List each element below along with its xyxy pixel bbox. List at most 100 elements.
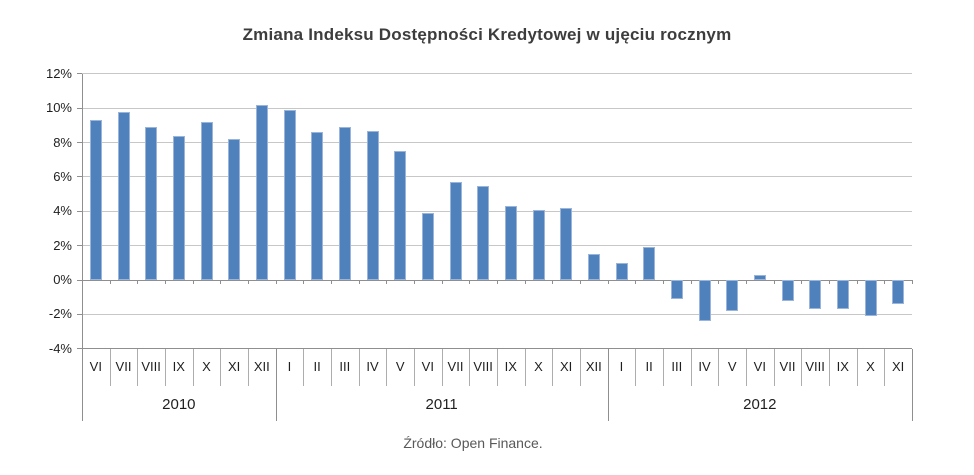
- bar-2011-I: [283, 110, 296, 280]
- month-label: VIII: [473, 359, 493, 374]
- y-axis-line: [82, 74, 83, 349]
- category-tick: [718, 280, 720, 284]
- month-separator: [109, 348, 111, 386]
- category-tick: [220, 280, 222, 284]
- bar-2012-III: [670, 280, 683, 299]
- category-tick: [275, 280, 277, 284]
- month-separator: [690, 348, 692, 386]
- bar-2011-XII: [587, 254, 600, 280]
- bar-2012-II: [643, 247, 656, 280]
- month-label: V: [395, 359, 405, 374]
- category-tick: [82, 280, 83, 284]
- y-axis-label: 6%: [53, 168, 72, 184]
- month-label: IX: [172, 359, 185, 374]
- y-axis-tick: [77, 73, 82, 75]
- y-axis-label: 8%: [53, 134, 72, 150]
- y-axis-tick: [77, 142, 82, 144]
- month-separator: [497, 348, 498, 386]
- month-separator: [303, 348, 305, 386]
- y-axis-tick: [77, 107, 82, 109]
- month-label: VI: [89, 359, 102, 374]
- month-label: VIII: [805, 359, 825, 374]
- month-label: I: [287, 359, 292, 374]
- category-tick: [663, 280, 664, 284]
- month-label: IX: [504, 359, 517, 374]
- month-label: VI: [421, 359, 434, 374]
- month-separator: [635, 348, 637, 386]
- month-label: XI: [228, 359, 241, 374]
- month-label: VIII: [141, 359, 161, 374]
- bar-2011-II: [311, 132, 324, 280]
- category-tick: [524, 280, 526, 284]
- y-axis-tick: [77, 348, 82, 350]
- category-tick: [856, 280, 858, 284]
- y-gridline: [82, 176, 912, 178]
- month-separator: [220, 348, 222, 386]
- year-label: 2012: [743, 396, 777, 413]
- month-label: V: [727, 359, 737, 374]
- month-separator: [386, 348, 388, 386]
- category-tick: [829, 280, 830, 284]
- month-separator: [137, 348, 139, 386]
- year-label: 2011: [425, 396, 458, 413]
- month-separator: [718, 348, 720, 386]
- category-tick: [414, 280, 415, 284]
- month-label: XII: [253, 359, 270, 374]
- category-tick: [773, 280, 775, 284]
- source-caption: Źródło: Open Finance.: [403, 435, 543, 451]
- bar-2010-VII: [117, 111, 130, 280]
- month-separator: [358, 348, 360, 386]
- category-tick: [248, 280, 249, 284]
- month-label: XI: [560, 359, 573, 374]
- bar-2012-IX: [836, 280, 849, 310]
- month-label: IV: [698, 359, 711, 374]
- bar-2012-IV: [698, 280, 711, 322]
- month-separator: [192, 348, 194, 386]
- bar-2010-VIII: [145, 127, 158, 280]
- month-label: IV: [366, 359, 379, 374]
- month-separator: [856, 348, 858, 386]
- month-label: VII: [447, 359, 464, 374]
- category-tick: [441, 280, 443, 284]
- month-separator: [165, 348, 166, 386]
- y-axis-tick: [77, 245, 82, 247]
- bar-2011-III: [338, 127, 351, 280]
- y-gridline: [82, 313, 912, 315]
- bar-2012-V: [726, 280, 739, 311]
- y-gridline: [82, 142, 912, 144]
- category-tick: [635, 280, 637, 284]
- month-separator: [552, 348, 554, 386]
- bar-2011-IV: [366, 130, 379, 280]
- bar-2012-XI: [892, 280, 905, 305]
- category-tick: [109, 280, 111, 284]
- category-tick: [607, 280, 609, 284]
- month-separator: [663, 348, 664, 386]
- month-label: IX: [836, 359, 849, 374]
- bar-2011-X: [532, 209, 545, 280]
- category-tick: [165, 280, 166, 284]
- category-tick: [580, 280, 581, 284]
- y-gridline: [82, 107, 912, 109]
- month-label: III: [339, 359, 351, 374]
- bar-2012-I: [615, 262, 628, 280]
- category-tick: [690, 280, 692, 284]
- month-label: X: [866, 359, 875, 374]
- bar-2010-XI: [228, 139, 241, 280]
- month-separator: [524, 348, 526, 386]
- y-axis-label: 12%: [45, 65, 72, 81]
- month-separator: [469, 348, 471, 386]
- category-tick: [884, 280, 886, 284]
- y-axis-label: 0%: [53, 272, 72, 287]
- month-label: X: [202, 359, 211, 374]
- month-label: I: [619, 359, 624, 374]
- month-label: XII: [585, 359, 602, 374]
- y-axis-tick: [77, 313, 82, 315]
- month-label: VII: [779, 359, 796, 374]
- bar-2011-XI: [560, 207, 573, 280]
- month-label: XI: [892, 359, 905, 374]
- bar-2011-VIII: [477, 185, 490, 280]
- category-tick: [331, 280, 332, 284]
- y-axis-label: -2%: [48, 306, 72, 322]
